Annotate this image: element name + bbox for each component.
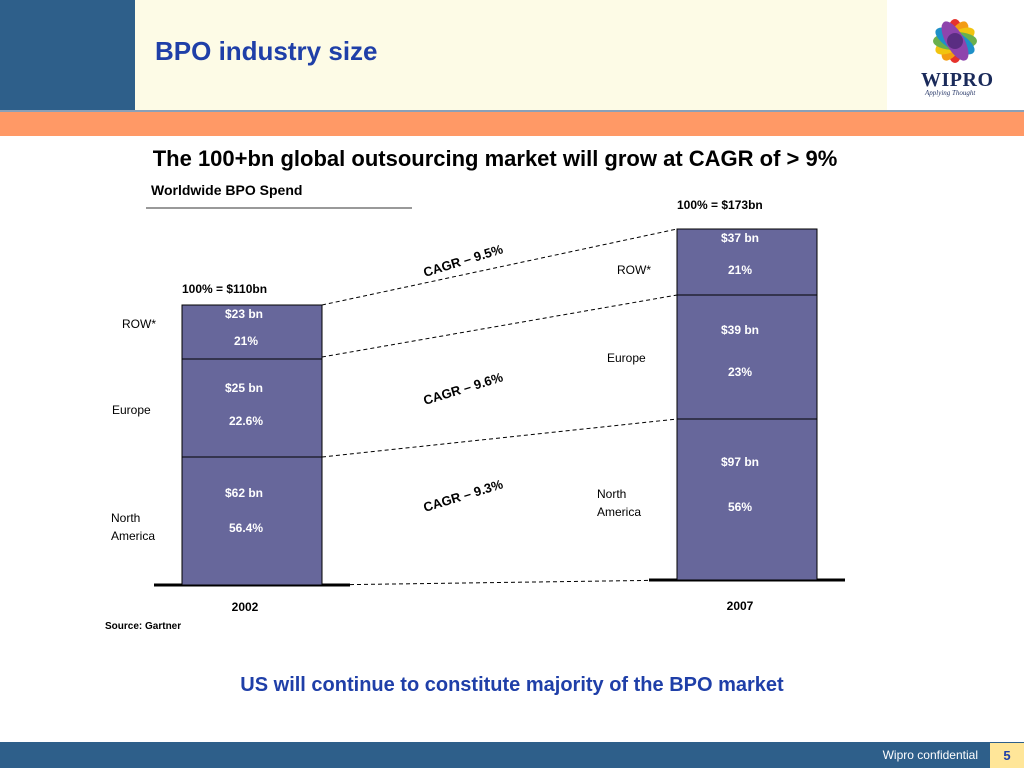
bar-2002-north-america <box>181 456 323 586</box>
connector-europe <box>321 294 678 358</box>
bar-2002-europe <box>181 358 323 458</box>
share-label-2007-row: 21% <box>728 263 752 277</box>
headline: The 100+bn global outsourcing market wil… <box>152 146 838 171</box>
share-label-2002-north-america: 56.4% <box>229 521 263 535</box>
logo-wordmark: WIPRO <box>921 69 994 91</box>
source-note: Source: Gartner <box>105 621 181 632</box>
share-label-2002-europe: 22.6% <box>229 414 263 428</box>
header-accent-block <box>0 0 135 110</box>
series-label-2007-europe: Europe <box>607 351 646 365</box>
page-number: 5 <box>1003 748 1011 763</box>
connector-row <box>321 228 678 306</box>
share-label-2007-north-america: 56% <box>728 500 752 514</box>
bar-2002-row <box>181 304 323 360</box>
confidentiality-note: Wipro confidential <box>882 748 978 762</box>
page-number-box <box>990 743 1024 768</box>
connector-north-america <box>321 418 678 458</box>
logo-tagline: Applying Thought <box>925 89 976 97</box>
series-label-2007-north-america: North America <box>597 487 641 519</box>
bar-2007-row <box>676 228 818 296</box>
share-label-2002-row: 21% <box>234 334 258 348</box>
value-label-2002-europe: $25 bn <box>225 381 263 395</box>
series-label-2007-row: ROW* <box>617 263 651 277</box>
value-label-2007-europe: $39 bn <box>721 323 759 337</box>
value-label-2002-row: $23 bn <box>225 307 263 321</box>
connector-base <box>321 579 678 586</box>
value-label-2007-row: $37 bn <box>721 231 759 245</box>
cagr-label-north-america: CAGR – 9.3% <box>421 476 505 515</box>
value-label-2007-north-america: $97 bn <box>721 455 759 469</box>
x-tick-2007: 2007 <box>727 599 754 613</box>
conclusion-text: US will continue to constitute majority … <box>240 674 784 696</box>
page-title: BPO industry size <box>155 36 378 66</box>
series-label-2002-north-america: North America <box>111 511 155 543</box>
cagr-label-row: CAGR – 9.5% <box>421 241 505 280</box>
total-label-2002: 100% = $110bn <box>182 282 267 296</box>
bar-2007-europe <box>676 294 818 420</box>
accent-band <box>0 112 1024 136</box>
cagr-label-europe: CAGR – 9.6% <box>421 369 505 408</box>
footer-bar <box>0 742 1024 768</box>
bar-2007-north-america <box>676 418 818 581</box>
value-label-2002-north-america: $62 bn <box>225 486 263 500</box>
total-label-2007: 100% = $173bn <box>677 198 763 212</box>
x-tick-2002: 2002 <box>232 600 259 614</box>
series-label-2002-row: ROW* <box>122 317 156 331</box>
header-divider <box>0 110 1024 112</box>
wipro-flower-icon <box>933 19 977 63</box>
share-label-2007-europe: 23% <box>728 365 752 379</box>
chart-title: Worldwide BPO Spend <box>151 182 302 198</box>
series-label-2002-europe: Europe <box>112 403 151 417</box>
header-bar <box>135 0 887 110</box>
